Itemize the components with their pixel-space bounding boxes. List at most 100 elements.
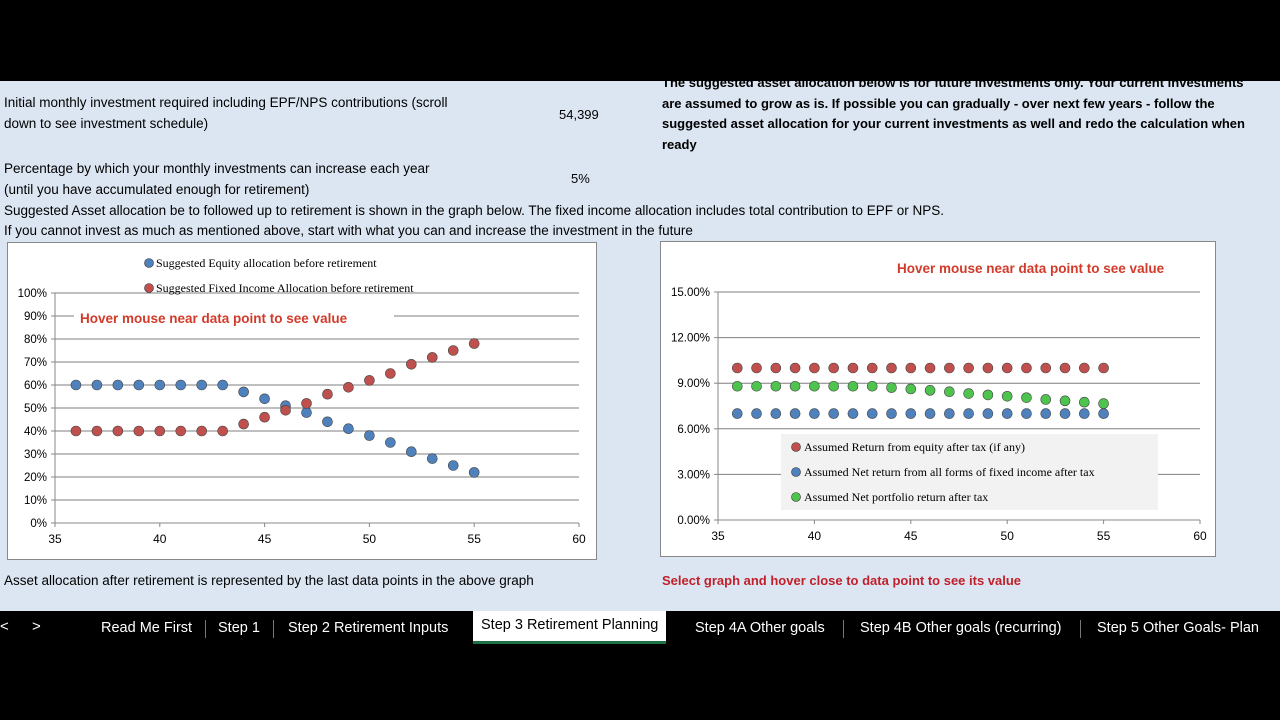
legend-marker [791,442,801,452]
allocation-chart[interactable]: 0% 10% 20% 30% 40% 50% 60% 70% 80% 90% 100% 35 40 45 5… [7,242,597,560]
data-point [217,379,228,391]
increase-percentage-value[interactable]: 5% [571,171,590,186]
data-point [886,362,897,374]
x-tick-label: 45 [904,529,918,543]
tab-separator [1080,620,1081,638]
data-point [924,408,936,419]
y-tick-label: 100% [18,288,47,300]
data-point [468,338,480,349]
tab-step-1[interactable]: Step 1 [218,620,260,636]
tab-step-4a[interactable]: Step 4A Other goals [695,620,825,636]
legend-box [781,434,1158,510]
select-graph-hint: Select graph and hover close to data poi… [662,573,1022,588]
hover-annotation: Hover mouse near data point to see value [80,311,348,326]
label-line: Percentage by which your monthly investm… [4,161,430,176]
y-tick-label: 60% [24,380,47,392]
y-tick-label: 0% [30,518,47,530]
data-point [770,380,782,392]
data-point [112,379,124,391]
data-point [70,425,82,437]
data-point [944,408,955,419]
legend-label-equity: Suggested Equity allocation before retir… [156,256,377,270]
data-point [809,362,820,374]
data-point [238,418,249,430]
data-point [1059,395,1071,407]
data-point [1001,408,1013,419]
data-point [217,425,228,437]
data-point [847,380,859,392]
x-tick-label: 35 [711,529,725,543]
y-tick-label: 0.00% [677,515,710,527]
data-point [154,425,166,437]
data-point [982,389,994,401]
data-point [259,411,270,423]
tab-step-2[interactable]: Step 2 Retirement Inputs [288,620,449,636]
data-point [770,408,782,419]
data-point [133,425,145,437]
x-tick-label: 50 [1001,529,1015,543]
x-tick-label: 55 [1097,529,1111,543]
data-point [963,388,974,399]
data-point [1098,408,1109,419]
y-tick-label: 70% [24,357,47,369]
data-point [944,362,955,374]
y-tick-label: 90% [24,311,47,323]
data-point [385,368,396,379]
data-point [1040,408,1052,419]
x-tick-label: 40 [153,532,167,546]
data-point [364,430,375,441]
tab-read-me-first[interactable]: Read Me First [101,620,193,636]
data-point [789,362,801,374]
tab-step-4b[interactable]: Step 4B Other goals (recurring) [860,620,1062,636]
data-point [770,362,782,374]
data-point [364,375,375,386]
data-point [1040,362,1052,374]
data-point [924,385,936,396]
tab-step-3-active[interactable]: Step 3 Retirement Planning [473,611,667,644]
data-point [426,453,438,464]
tab-separator [205,620,206,638]
tab-scroll-left-button[interactable]: < [0,618,9,635]
y-tick-label: 10% [24,495,47,507]
data-point [1021,392,1032,403]
legend-label-fixed-income: Suggested Fixed Income Allocation before… [156,281,414,295]
data-point [238,386,249,398]
hover-annotation: Hover mouse near data point to see value [897,261,1165,276]
data-point [809,408,820,419]
data-point [731,408,743,419]
increase-percentage-label: Percentage by which your monthly investm… [4,159,429,200]
returns-chart-svg[interactable]: 0.00% 3.00% 6.00% 9.00% 12.00% 15.00% 35 40 45 50… [661,242,1215,556]
data-point [447,345,459,356]
x-tick-label: 35 [48,532,62,546]
tab-scroll-right-button[interactable]: > [32,618,41,635]
tab-separator [273,620,274,638]
data-point [789,380,801,392]
y-tick-label: 15.00% [671,287,710,299]
data-point [847,408,859,419]
data-point [1021,362,1032,374]
label-line: Initial monthly investment required incl… [4,95,448,110]
data-point [1079,408,1090,419]
allocation-chart-svg[interactable]: 0% 10% 20% 30% 40% 50% 60% 70% 80% 90% 100% 35 40 45 5… [8,243,596,559]
x-tick-label: 60 [572,532,586,546]
y-tick-label: 30% [24,449,47,461]
monthly-investment-value[interactable]: 54,399 [559,107,599,122]
y-tick-label: 3.00% [677,469,710,481]
data-point [866,362,878,374]
spreadsheet-area: The suggested asset allocation below is … [0,81,1280,611]
data-point [1079,362,1090,374]
data-point [963,362,974,374]
y-tick-label: 50% [24,403,47,415]
data-point [828,362,839,374]
legend-label: Assumed Net portfolio return after tax [804,490,988,504]
suggested-allocation-text: Suggested Asset allocation be to followe… [4,203,945,218]
tab-separator [843,620,844,638]
data-point [751,408,762,419]
legend-marker [791,492,801,502]
returns-chart[interactable]: 0.00% 3.00% 6.00% 9.00% 12.00% 15.00% 35 40 45 50… [660,241,1216,557]
annotation-bg [74,307,394,329]
x-tick-label: 50 [363,532,377,546]
tab-step-5[interactable]: Step 5 Other Goals- Plan [1097,620,1259,636]
legend-marker [791,467,801,477]
data-point [301,398,312,409]
